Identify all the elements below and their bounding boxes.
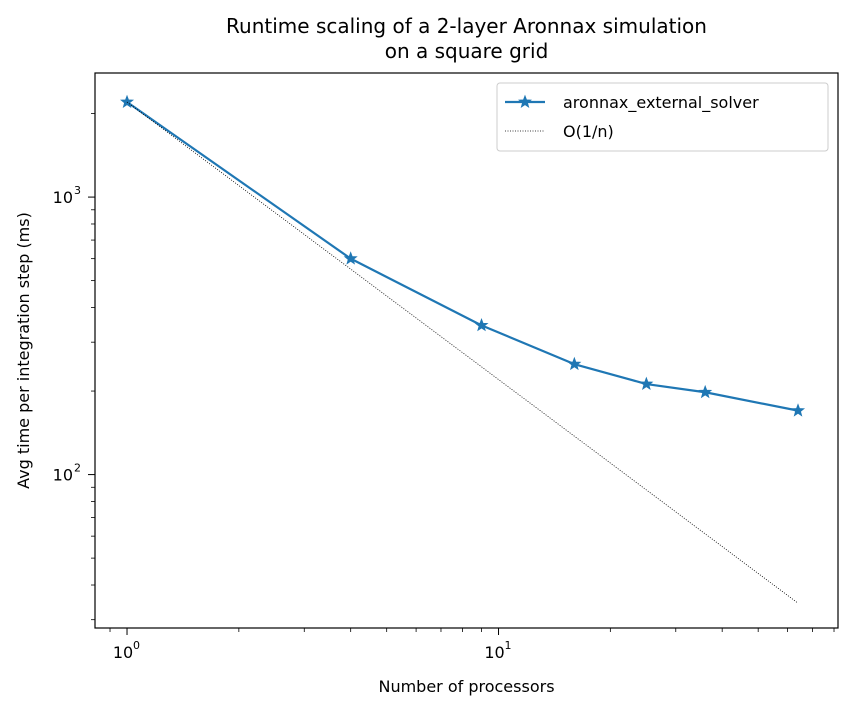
y-tick-exponent: 2 [74,462,81,475]
plot-series [120,94,806,604]
axes-frame [94,72,839,629]
series-point [791,403,806,417]
series-point [567,356,582,371]
x-tick-exponent: 0 [133,639,140,652]
chart-title-line: on a square grid [385,39,549,63]
x-tick-exponent: 1 [505,639,512,652]
legend-label: O(1/n) [563,122,614,141]
chart-title: Runtime scaling of a 2-layer Aronnax sim… [226,14,707,63]
x-tick-label: 10 [113,643,133,662]
series-point [698,384,713,399]
y-tick-label: 10 [53,188,73,207]
y-axis-label: Avg time per integration step (ms) [14,212,33,489]
chart-title-line: Runtime scaling of a 2-layer Aronnax sim… [226,14,707,38]
legend-box [496,82,829,152]
y-tick-exponent: 3 [74,184,81,197]
series-point [120,94,135,109]
series-point [474,317,489,332]
x-axis-label: Number of processors [378,677,554,696]
legend: aronnax_external_solver O(1/n) [496,82,829,152]
x-tick-label: 10 [484,643,504,662]
series-point [639,376,654,390]
series-point [343,251,358,265]
series-line [126,101,799,604]
legend-label: aronnax_external_solver [563,93,759,113]
y-tick-label: 10 [53,466,73,485]
legend-marker [518,94,532,108]
